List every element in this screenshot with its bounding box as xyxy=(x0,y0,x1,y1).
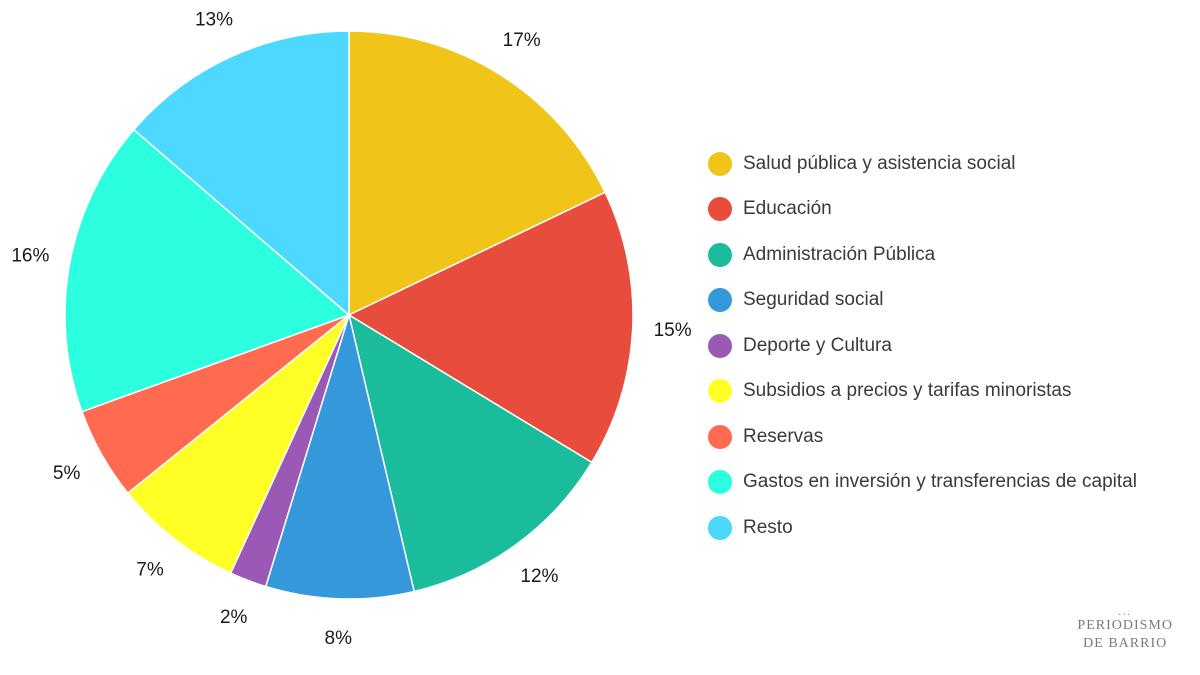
legend-item-subsidios-a-precios-y-tarifas-minoristas: Subsidios a precios y tarifas minoristas xyxy=(708,369,1137,415)
chart-legend: Salud pública y asistencia social Educaci… xyxy=(708,141,1137,551)
legend-label: Subsidios a precios y tarifas minoristas xyxy=(743,380,1072,402)
legend-swatch xyxy=(708,470,732,495)
legend-swatch xyxy=(708,424,732,449)
pie-label-reservas: 5% xyxy=(53,463,81,484)
pie-slice-educacion xyxy=(347,191,634,464)
pie-label-seguridad-social: 8% xyxy=(325,628,353,649)
legend-label: Educación xyxy=(743,198,832,220)
pie-label-deporte-y-cultura: 2% xyxy=(220,607,248,628)
pie-slice-seguridad-social xyxy=(264,312,416,600)
brand-dots: ... xyxy=(1118,607,1132,618)
legend-item-seguridad-social: Seguridad social xyxy=(708,278,1137,324)
pie-slice-administracion-publica xyxy=(347,313,593,593)
pie-slices xyxy=(64,30,634,600)
brand-line-2: DE BARRIO xyxy=(1083,636,1168,651)
pie-slice-gastos-en-inversion-y-transferencias-de-capital xyxy=(64,128,351,413)
pie-label-administracion-publica: 12% xyxy=(520,566,558,587)
brand-logo: ... PERIODISMO DE BARRIO xyxy=(1077,607,1173,653)
legend-label: Resto xyxy=(743,516,793,538)
legend-label: Deporte y Cultura xyxy=(743,334,892,356)
pie-label-resto: 13% xyxy=(195,9,233,30)
legend-swatch xyxy=(708,515,732,540)
legend-label: Salud pública y asistencia social xyxy=(743,152,1016,174)
legend-item-deporte-y-cultura: Deporte y Cultura xyxy=(708,323,1137,369)
pie-slice-resto xyxy=(132,30,350,317)
legend-swatch xyxy=(708,151,732,176)
legend-swatch xyxy=(708,242,732,267)
pie-chart: 17% 15% 12% 8% 2% 7% 5% 16% 13% xyxy=(11,9,691,648)
legend-swatch xyxy=(708,333,732,358)
brand-line-1: PERIODISMO xyxy=(1077,618,1173,633)
pie-slice-subsidios-a-precios-y-tarifas-minoristas xyxy=(126,314,350,575)
pie-label-gastos-en-inversion-y-transferencias-de-capital: 16% xyxy=(11,245,49,266)
pie-percent-labels: 17% 15% 12% 8% 2% 7% 5% 16% 13% xyxy=(11,9,691,648)
pie-label-educacion: 15% xyxy=(654,320,692,341)
pie-label-salud-publica-y-asistencia-social: 17% xyxy=(503,30,541,51)
legend-label: Seguridad social xyxy=(743,289,884,311)
legend-swatch xyxy=(708,379,732,404)
legend-item-educacion: Educación xyxy=(708,187,1137,233)
legend-label: Reservas xyxy=(743,425,824,447)
pie-label-subsidios-a-precios-y-tarifas-minoristas: 7% xyxy=(136,560,164,581)
legend-item-salud-publica-y-asistencia-social: Salud pública y asistencia social xyxy=(708,141,1137,187)
pie-slice-salud-publica-y-asistencia-social xyxy=(348,30,607,317)
legend-item-gastos-en-inversion-y-transferencias-de-capital: Gastos en inversión y transferencias de … xyxy=(708,460,1137,506)
legend-label: Gastos en inversión y transferencias de … xyxy=(743,471,1137,493)
legend-item-administracion-publica: Administración Pública xyxy=(708,232,1137,278)
legend-label: Administración Pública xyxy=(743,243,936,265)
legend-swatch xyxy=(708,288,732,313)
legend-item-resto: Resto xyxy=(708,505,1137,551)
legend-swatch xyxy=(708,197,732,222)
legend-item-reservas: Reservas xyxy=(708,414,1137,460)
